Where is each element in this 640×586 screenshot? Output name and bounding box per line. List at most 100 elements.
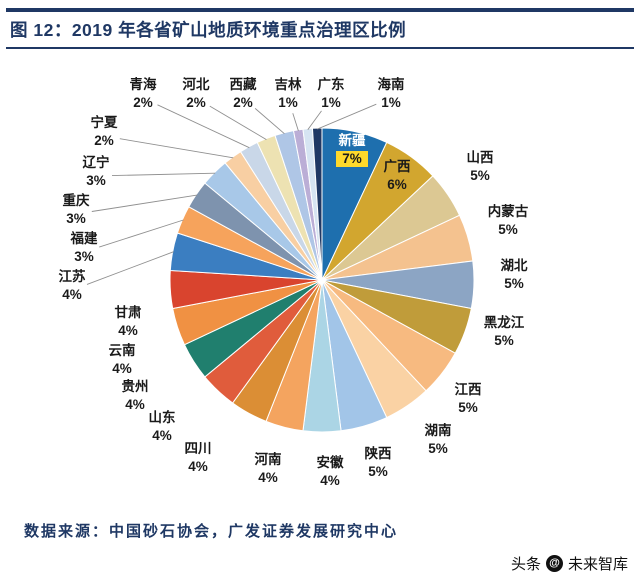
slice-name-text: 宁夏 bbox=[91, 114, 118, 130]
leader-line bbox=[209, 105, 267, 140]
slice-percent-text: 4% bbox=[62, 287, 82, 302]
slice-percent-text: 1% bbox=[321, 95, 341, 110]
leader-line bbox=[254, 108, 285, 135]
top-rule bbox=[6, 8, 634, 12]
slice-percent-text: 5% bbox=[470, 168, 490, 183]
slice-name-text: 海南 bbox=[378, 76, 405, 92]
slice-label: 吉林 1% bbox=[275, 76, 302, 110]
slice-name-text: 山东 bbox=[149, 409, 176, 425]
slice-name-text: 安徽 bbox=[317, 454, 344, 470]
slice-label: 广西 6% bbox=[384, 158, 411, 192]
slice-percent-text: 4% bbox=[118, 323, 138, 338]
slice-label: 河北 2% bbox=[183, 76, 210, 110]
slice-name-text: 江苏 bbox=[59, 268, 86, 284]
title-underline-rule bbox=[6, 47, 634, 49]
slice-label: 山东 4% bbox=[149, 409, 176, 443]
slice-label: 河南 4% bbox=[255, 451, 282, 485]
slice-percent-text: 5% bbox=[368, 464, 388, 479]
watermark: 头条 @ 未来智库 bbox=[511, 553, 628, 574]
toutiao-logo-icon: @ bbox=[545, 555, 563, 572]
slice-name-text: 新疆 bbox=[339, 132, 366, 148]
slice-percent-text: 4% bbox=[125, 397, 145, 412]
slice-name-text: 广东 bbox=[318, 76, 345, 92]
slice-name-text: 甘肃 bbox=[115, 304, 142, 320]
slice-name-text: 湖北 bbox=[501, 258, 529, 273]
slice-percent-text: 1% bbox=[278, 95, 298, 110]
slice-name-text: 黑龙江 bbox=[484, 314, 525, 330]
data-source: 数据来源：中国砂石协会，广发证券发展研究中心 bbox=[24, 523, 399, 540]
slice-label: 江苏 4% bbox=[59, 268, 86, 302]
leader-line bbox=[111, 172, 216, 177]
slice-name-text: 广西 bbox=[384, 158, 411, 174]
slice-label: 广东 1% bbox=[318, 76, 345, 110]
leader-line bbox=[307, 110, 322, 130]
slice-name-text: 陕西 bbox=[365, 445, 392, 461]
percent-highlight bbox=[336, 151, 368, 167]
slice-name-text: 河南 bbox=[255, 451, 282, 467]
slice-percent-text: 5% bbox=[504, 276, 524, 291]
slice-label: 贵州 4% bbox=[122, 378, 149, 412]
slice-label: 湖南 5% bbox=[425, 422, 452, 456]
slice-label: 海南 1% bbox=[378, 76, 405, 110]
pie-chart-svg: 新疆 7% 广西 6% 山西 5% 内蒙古 5% 湖北 5% 黑龙江 5% 江西 5% 湖南 5% 陕西 5% 安徽… bbox=[59, 76, 529, 488]
slice-percent-text: 5% bbox=[498, 222, 518, 237]
slice-label: 宁夏 2% bbox=[91, 114, 118, 148]
slice-label: 云南 4% bbox=[109, 342, 136, 376]
figure-title: 图 12：2019 年各省矿山地质环境重点治理区比例 bbox=[10, 20, 407, 40]
slice-label: 陕西 5% bbox=[365, 445, 392, 479]
slice-percent-text: 3% bbox=[86, 173, 106, 188]
slice-percent-text: 2% bbox=[133, 95, 153, 110]
leader-line bbox=[99, 219, 184, 248]
slice-name-text: 河北 bbox=[183, 76, 210, 92]
slice-name-text: 江西 bbox=[455, 381, 482, 397]
slice-percent-text: 1% bbox=[381, 95, 401, 110]
slice-percent-text: 2% bbox=[233, 95, 253, 110]
slice-name-text: 福建 bbox=[70, 230, 98, 246]
slice-label: 四川 4% bbox=[185, 441, 212, 474]
slice-label: 福建 3% bbox=[70, 230, 98, 264]
slice-label: 辽宁 3% bbox=[83, 154, 110, 188]
slice-name-text: 四川 bbox=[185, 441, 212, 456]
slice-name-text: 辽宁 bbox=[83, 154, 110, 170]
slice-percent-text: 5% bbox=[494, 333, 514, 348]
slice-label: 新疆 7% bbox=[336, 132, 368, 167]
slice-percent-text: 7% bbox=[342, 151, 362, 166]
slice-name-text: 湖南 bbox=[425, 422, 452, 438]
leader-line bbox=[91, 194, 198, 212]
slice-percent-text: 2% bbox=[186, 95, 206, 110]
slice-label: 黑龙江 5% bbox=[484, 314, 525, 348]
slice-name-text: 贵州 bbox=[122, 378, 149, 394]
leader-line bbox=[292, 113, 299, 132]
slice-name-text: 重庆 bbox=[63, 192, 90, 208]
slice-percent-text: 4% bbox=[112, 361, 132, 376]
slice-percent-text: 5% bbox=[458, 400, 478, 415]
slice-percent-text: 4% bbox=[152, 428, 172, 443]
slice-label: 内蒙古 5% bbox=[488, 203, 529, 237]
pie-chart: 新疆 7% 广西 6% 山西 5% 内蒙古 5% 湖北 5% 黑龙江 5% 江西 5% 湖南 5% 陕西 5% 安徽… bbox=[0, 52, 640, 512]
slice-percent-text: 4% bbox=[320, 473, 340, 488]
watermark-prefix: 头条 bbox=[510, 556, 541, 573]
watermark-brand: 未来智库 bbox=[567, 556, 628, 573]
slice-name-text: 内蒙古 bbox=[488, 203, 529, 219]
slice-label: 甘肃 4% bbox=[115, 304, 142, 338]
slice-label: 江西 5% bbox=[455, 381, 482, 415]
leader-line bbox=[317, 103, 377, 130]
pie-slice bbox=[311, 127, 323, 281]
slice-percent-text: 4% bbox=[188, 459, 208, 474]
slice-label: 湖北 5% bbox=[501, 258, 529, 291]
slice-label: 安徽 4% bbox=[317, 454, 344, 488]
slice-name-text: 山西 bbox=[467, 150, 494, 165]
slice-percent-text: 4% bbox=[258, 470, 278, 485]
slice-percent-text: 5% bbox=[428, 441, 448, 456]
slice-label: 山西 5% bbox=[467, 150, 494, 183]
slice-percent-text: 3% bbox=[74, 249, 94, 264]
slice-label: 西藏 2% bbox=[230, 76, 257, 110]
slice-name-text: 西藏 bbox=[230, 76, 257, 92]
slice-name-text: 云南 bbox=[109, 342, 136, 358]
leader-line bbox=[119, 138, 234, 159]
slice-name-text: 青海 bbox=[130, 76, 157, 92]
leader-line bbox=[157, 104, 250, 149]
leader-line bbox=[86, 251, 174, 285]
slice-percent-text: 3% bbox=[66, 211, 86, 226]
